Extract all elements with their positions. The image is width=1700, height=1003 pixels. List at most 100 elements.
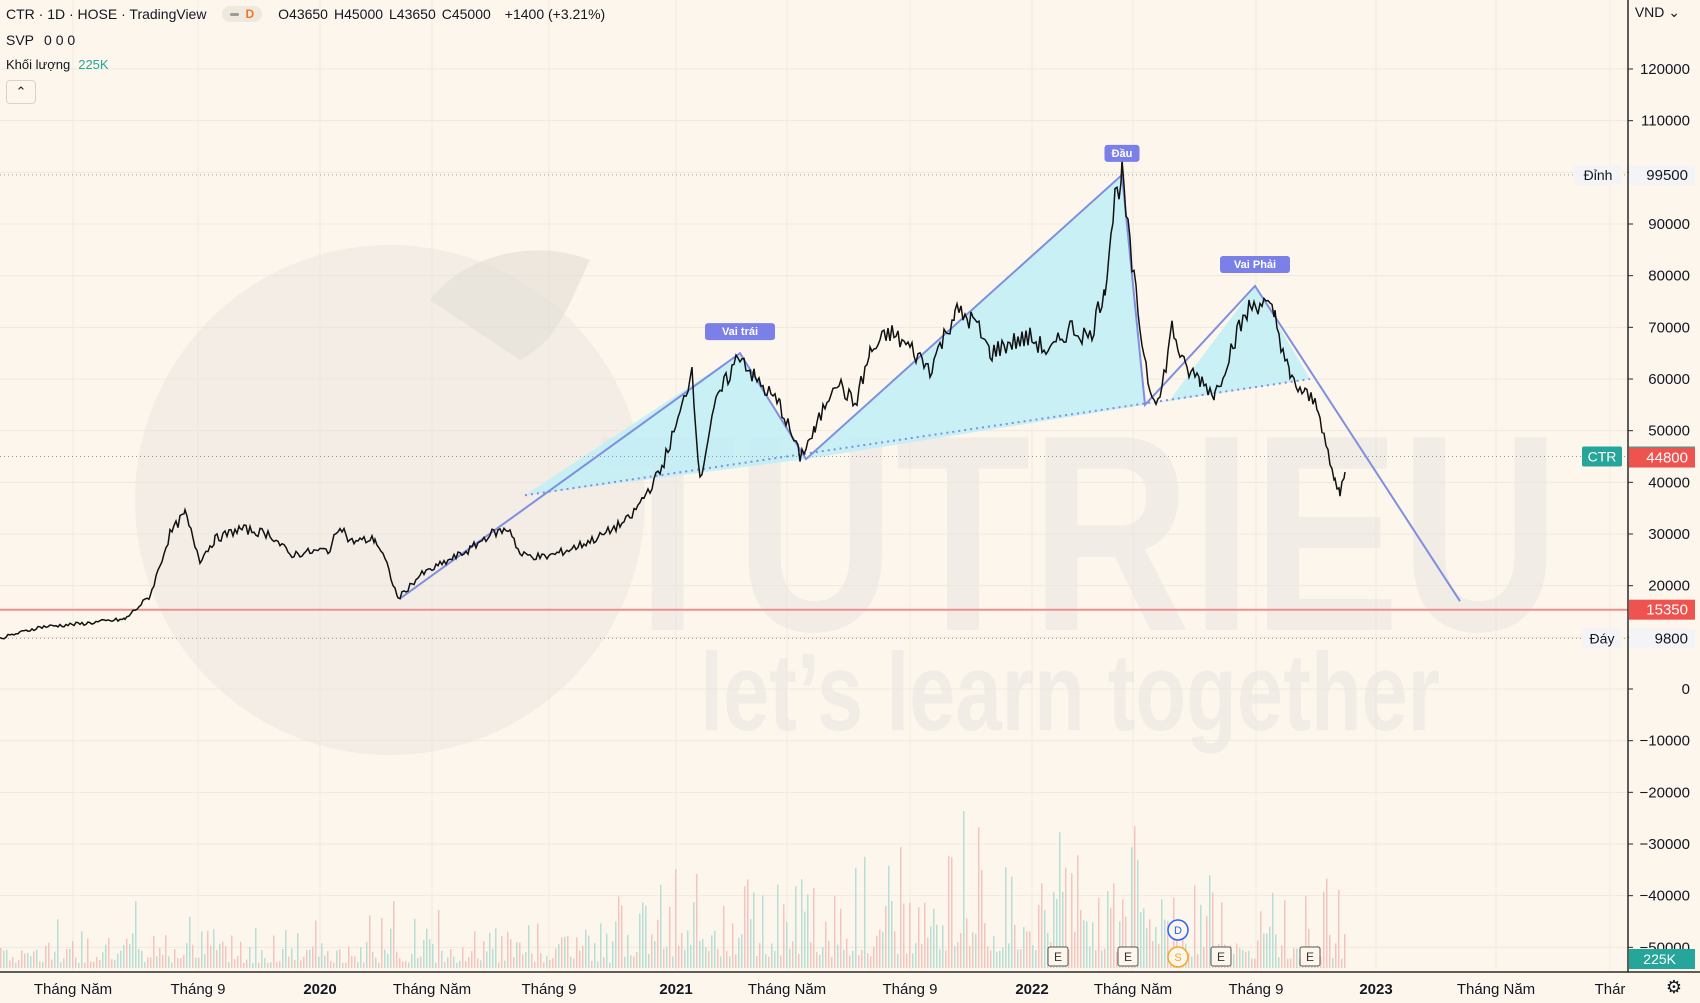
- volume-bar: [237, 956, 239, 968]
- volume-bar: [1209, 875, 1211, 968]
- time-axis[interactable]: [0, 972, 1700, 1003]
- volume-bar: [1203, 946, 1205, 968]
- volume-bar: [831, 956, 833, 968]
- event-marker-earnings[interactable]: [1210, 946, 1232, 967]
- volume-bar: [408, 962, 410, 968]
- price-axis[interactable]: [1628, 0, 1700, 972]
- volume-bar: [1260, 911, 1262, 968]
- volume-bar: [717, 948, 719, 968]
- x-tick-label: 2022: [1015, 981, 1048, 998]
- interval-badge[interactable]: D: [222, 6, 263, 22]
- volume-bar: [1122, 899, 1124, 968]
- volume-bar: [399, 958, 401, 968]
- neckline: [524, 378, 1311, 497]
- volume-bar: [612, 941, 614, 968]
- volume-bar: [45, 945, 47, 968]
- volume-bar: [372, 952, 374, 968]
- event-marker-s[interactable]: [1167, 946, 1189, 968]
- volume-bar: [720, 956, 722, 968]
- volume-bar: [1101, 950, 1103, 968]
- volume-bar: [72, 941, 74, 968]
- volume-bar: [1158, 943, 1160, 968]
- volume-bar: [540, 953, 542, 968]
- volume-bar: [894, 931, 896, 968]
- volume-bar: [948, 856, 950, 968]
- volume-bar: [1143, 908, 1145, 968]
- volume-bar: [600, 923, 602, 968]
- symbol-title[interactable]: CTR · 1D · HOSE · TradingView: [6, 6, 207, 22]
- level-name-badge: [1574, 164, 1622, 185]
- event-marker-earnings[interactable]: [1117, 946, 1139, 967]
- volume-bar: [318, 956, 320, 968]
- volume-legend[interactable]: Khối lượng 225K: [6, 57, 109, 72]
- collapse-legend-button[interactable]: ⌃: [6, 80, 36, 104]
- volume-bar: [258, 962, 260, 968]
- volume-bar: [1098, 897, 1100, 968]
- chevron-up-icon: ⌃: [15, 84, 27, 99]
- volume-bar: [543, 962, 545, 968]
- volume-bar: [234, 959, 236, 968]
- volume-bar: [492, 948, 494, 968]
- volume-bar: [414, 918, 416, 968]
- y-tick-label: 50000: [1648, 423, 1690, 440]
- volume-bar: [696, 874, 698, 968]
- volume-bar: [885, 906, 887, 968]
- volume-bar: [42, 961, 44, 968]
- price-level-value: 9800: [1655, 630, 1688, 647]
- volume-bar: [405, 961, 407, 968]
- y-tick-label: −40000: [1640, 888, 1690, 905]
- volume-bar: [129, 943, 131, 968]
- volume-bar: [51, 959, 53, 968]
- volume-bar: [138, 948, 140, 968]
- volume-bar: [1020, 949, 1022, 968]
- volume-bar: [381, 918, 383, 968]
- volume-bar: [1248, 950, 1250, 968]
- volume-bar: [927, 937, 929, 968]
- head-area: [806, 174, 1145, 460]
- volume-bar: [195, 957, 197, 968]
- volume-bar: [753, 892, 755, 968]
- volume-bar: [1251, 958, 1253, 968]
- ohlc-h: H45000: [333, 6, 384, 22]
- volume-bar: [387, 953, 389, 968]
- volume-bar: [576, 937, 578, 968]
- volume-bar: [684, 949, 686, 968]
- volume-bar: [168, 956, 170, 968]
- event-marker-d[interactable]: [1167, 919, 1189, 941]
- volume-bar: [33, 951, 35, 968]
- event-marker-label: E: [1054, 950, 1062, 964]
- volume-bar: [309, 949, 311, 968]
- event-marker-earnings[interactable]: [1047, 946, 1069, 967]
- volume-bar: [255, 927, 257, 968]
- gear-icon[interactable]: ⚙: [1665, 977, 1682, 997]
- event-marker-earnings[interactable]: [1299, 946, 1321, 967]
- level-name-badge: [1582, 628, 1622, 649]
- volume-bar: [750, 919, 752, 968]
- volume-bar: [423, 940, 425, 968]
- volume-bar: [504, 960, 506, 968]
- price-level-badge: [1629, 164, 1695, 185]
- volume-bar: [459, 960, 461, 968]
- volume-bar: [1200, 904, 1202, 968]
- volume-bar: [1233, 953, 1235, 968]
- volume-bar: [906, 953, 908, 968]
- volume-bar: [15, 962, 17, 968]
- volume-bar: [1197, 954, 1199, 968]
- volume-bar: [954, 946, 956, 968]
- currency-selector[interactable]: VND ⌄: [1635, 4, 1680, 21]
- volume-bar: [963, 811, 965, 968]
- volume-bar: [357, 962, 359, 968]
- volume-bar: [189, 916, 191, 968]
- volume-bar: [66, 948, 68, 968]
- volume-bar: [183, 954, 185, 968]
- volume-bar: [348, 946, 350, 968]
- volume-bar: [1140, 912, 1142, 968]
- volume-bar: [177, 958, 179, 968]
- volume-bar: [981, 870, 983, 968]
- volume-bar: [522, 954, 524, 968]
- volume-bar: [297, 933, 299, 968]
- svp-legend[interactable]: SVP 0 0 0: [6, 32, 75, 48]
- x-tick-label: Tháng 9: [170, 981, 225, 998]
- volume-bar: [411, 953, 413, 968]
